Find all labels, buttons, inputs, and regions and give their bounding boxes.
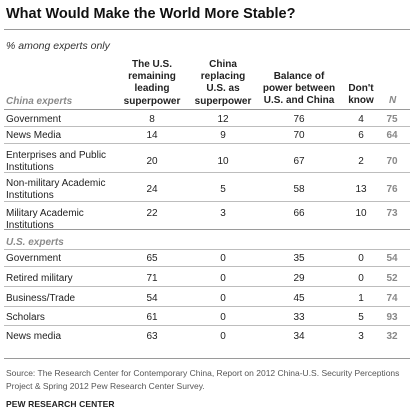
column-header-line: leading [116, 83, 188, 95]
row-label: Business/Trade [6, 293, 121, 305]
table-cell: 0 [203, 312, 243, 324]
row-label: Government [6, 114, 121, 126]
row-rule [4, 126, 410, 127]
header-rule [4, 109, 410, 110]
row-rule [4, 201, 410, 202]
table-cell: 66 [279, 208, 319, 220]
column-header-n: N [389, 95, 396, 106]
table-cell: 34 [279, 331, 319, 343]
table-cell: 61 [132, 312, 172, 324]
table-cell: 10 [203, 156, 243, 168]
table-cell: 35 [279, 253, 319, 265]
table-cell: 0 [341, 253, 381, 265]
row-label: Retired military [6, 273, 121, 285]
row-rule [4, 286, 410, 287]
table-cell: 54 [132, 293, 172, 305]
table-cell: 71 [132, 273, 172, 285]
table-cell-n: 32 [377, 331, 407, 343]
table-cell: 33 [279, 312, 319, 324]
column-header-china-superpower: China replacing U.S. as superpower [187, 59, 259, 108]
table-cell: 76 [279, 114, 319, 126]
table-cell: 70 [279, 130, 319, 142]
row-label: News Media [6, 130, 121, 142]
group-label-china-experts: China experts [6, 96, 72, 107]
table-bottom-rule [4, 358, 410, 359]
column-header-line: know [336, 95, 386, 107]
table-cell: 0 [203, 293, 243, 305]
table-cell: 9 [203, 130, 243, 142]
table-cell: 3 [203, 208, 243, 220]
row-label: News media [6, 331, 121, 343]
table-cell: 12 [203, 114, 243, 126]
row-label: Scholars [6, 312, 121, 324]
table-cell: 1 [341, 293, 381, 305]
table-cell: 65 [132, 253, 172, 265]
table-cell: 0 [203, 331, 243, 343]
column-header-line: superpower [116, 96, 188, 108]
row-label: Government [6, 253, 121, 265]
row-label: Enterprises and Public Institutions [6, 150, 114, 174]
table-cell: 0 [341, 273, 381, 285]
column-header-us-superpower: The U.S. remaining leading superpower [116, 59, 188, 108]
table-cell-n: 76 [377, 184, 407, 196]
table-cell-n: 54 [377, 253, 407, 265]
column-header-line: Balance of [255, 71, 343, 83]
column-header-line: replacing [187, 71, 259, 83]
table-cell-n: 93 [377, 312, 407, 324]
table-cell: 3 [341, 331, 381, 343]
table-cell: 5 [341, 312, 381, 324]
table-cell-n: 52 [377, 273, 407, 285]
credit-line: PEW RESEARCH CENTER [6, 399, 115, 409]
column-header-line: China [187, 59, 259, 71]
table-cell: 8 [132, 114, 172, 126]
table-cell-n: 64 [377, 130, 407, 142]
table-cell: 24 [132, 184, 172, 196]
table-cell-n: 70 [377, 156, 407, 168]
row-rule [4, 266, 410, 267]
group-label-rule [4, 249, 410, 250]
column-header-balance-of-power: Balance of power between U.S. and China [255, 71, 343, 108]
column-header-line: Don't [336, 83, 386, 95]
table-cell: 5 [203, 184, 243, 196]
table-cell: 20 [132, 156, 172, 168]
table-cell: 10 [341, 208, 381, 220]
column-header-line: power between [255, 83, 343, 95]
table-cell: 4 [341, 114, 381, 126]
table-cell: 45 [279, 293, 319, 305]
table-cell: 63 [132, 331, 172, 343]
table-cell: 29 [279, 273, 319, 285]
group-label-us-experts: U.S. experts [6, 237, 64, 248]
column-header-line: U.S. as [187, 83, 259, 95]
table-cell: 67 [279, 156, 319, 168]
row-label: Non-military Academic Institutions [6, 178, 114, 202]
column-header-line: U.S. and China [255, 95, 343, 107]
table-cell: 6 [341, 130, 381, 142]
table-cell: 58 [279, 184, 319, 196]
group-rule [4, 229, 410, 230]
table-cell: 13 [341, 184, 381, 196]
row-rule [4, 306, 410, 307]
row-rule [4, 172, 410, 173]
column-header-dont-know: Don't know [336, 83, 386, 107]
table-cell-n: 75 [377, 114, 407, 126]
table-cell-n: 74 [377, 293, 407, 305]
chart-title: What Would Make the World More Stable? [6, 6, 295, 22]
table-cell: 2 [341, 156, 381, 168]
row-rule [4, 325, 410, 326]
column-header-line: The U.S. [116, 59, 188, 71]
table-cell: 22 [132, 208, 172, 220]
table-cell: 0 [203, 273, 243, 285]
title-rule [4, 29, 410, 30]
row-rule [4, 143, 410, 144]
table-cell: 0 [203, 253, 243, 265]
table-cell-n: 73 [377, 208, 407, 220]
column-header-line: superpower [187, 96, 259, 108]
chart-subtitle: % among experts only [6, 40, 110, 52]
source-note: Source: The Research Center for Contempo… [6, 367, 406, 392]
table-cell: 14 [132, 130, 172, 142]
column-header-line: remaining [116, 71, 188, 83]
